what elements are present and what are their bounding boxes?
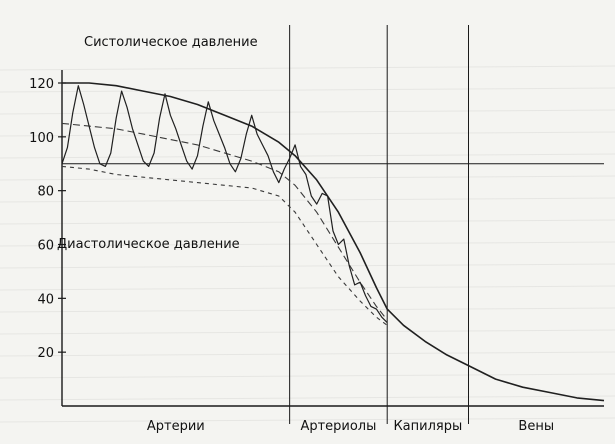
bleed-rule — [0, 197, 615, 203]
y-tick-label: 60 — [37, 239, 54, 254]
y-tick-label: 40 — [37, 292, 54, 307]
bleed-rule — [0, 65, 615, 71]
category-label: Артериолы — [300, 419, 376, 434]
diastolic-annotation-line1: Диастолическое давление — [57, 237, 240, 252]
bleed-rule — [0, 329, 615, 335]
bleed-rule — [0, 87, 615, 93]
y-tick-label: 80 — [37, 185, 54, 200]
y-tick-label: 20 — [37, 346, 54, 361]
bleed-rule — [0, 131, 615, 137]
mean-pressure-line — [61, 122, 388, 321]
bleed-rule — [0, 307, 615, 313]
bleed-rule — [0, 175, 615, 181]
category-label: Капиляры — [393, 419, 462, 434]
y-tick-label: 120 — [29, 77, 54, 92]
pressure-pulse-wave-line — [61, 85, 388, 324]
systolic-annotation-line1: Систолическое давление — [84, 35, 258, 50]
bleed-rule — [0, 109, 615, 115]
bleed-rule — [0, 417, 615, 423]
bleed-rule — [0, 219, 615, 225]
bleed-rule — [0, 241, 615, 247]
category-label: Артерии — [147, 419, 205, 434]
bleed-rule — [0, 153, 615, 159]
bleed-rule — [0, 373, 615, 379]
y-tick-label: 100 — [29, 131, 54, 146]
bleed-rule — [0, 351, 615, 357]
bleed-rule — [0, 395, 615, 401]
bleed-rule — [0, 285, 615, 291]
category-label: Вены — [518, 419, 554, 434]
bleed-rule — [0, 263, 615, 269]
